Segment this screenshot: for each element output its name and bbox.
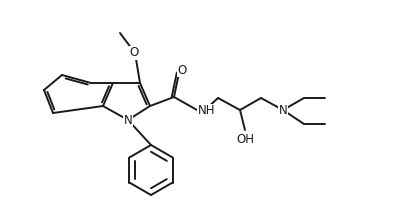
Text: O: O: [177, 63, 186, 77]
Text: methoxy: methoxy: [117, 30, 123, 31]
Text: N: N: [279, 104, 287, 116]
Text: O: O: [129, 47, 139, 59]
Text: N: N: [124, 114, 132, 126]
Text: NH: NH: [198, 104, 215, 118]
Text: OH: OH: [236, 133, 254, 146]
